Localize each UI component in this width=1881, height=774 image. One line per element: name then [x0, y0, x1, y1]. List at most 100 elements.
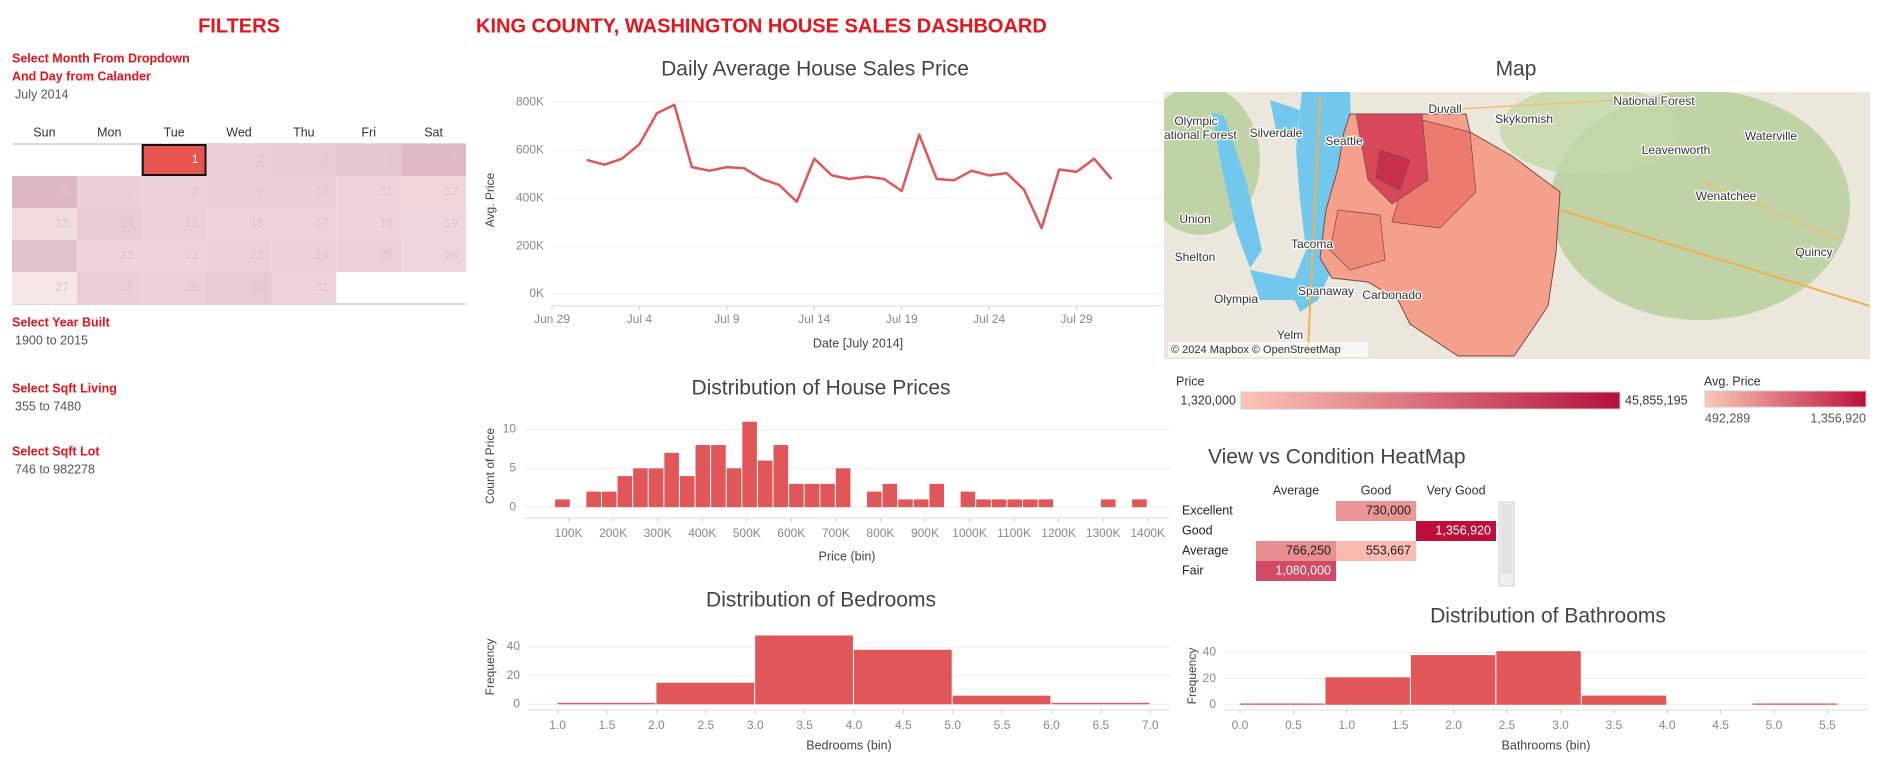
calendar-day[interactable] — [271, 176, 337, 208]
histogram-bar[interactable] — [617, 476, 633, 508]
x-tick-label: 1.5 — [599, 718, 616, 732]
zip-region[interactable] — [1375, 149, 1411, 191]
histogram-bar[interactable] — [679, 476, 695, 508]
calendar-day[interactable] — [336, 176, 402, 208]
weekday-label: Sun — [33, 125, 55, 139]
histogram-bar[interactable] — [557, 702, 656, 705]
histogram-bar[interactable] — [586, 491, 601, 508]
histogram-bar[interactable] — [1325, 677, 1410, 705]
histogram-bar[interactable] — [898, 499, 913, 508]
calendar-day[interactable] — [271, 208, 337, 240]
calendar-day[interactable] — [206, 144, 272, 176]
histogram-bar[interactable] — [882, 483, 898, 508]
histogram-bar[interactable] — [804, 483, 820, 508]
histogram-bar[interactable] — [664, 452, 679, 508]
calendar-day[interactable] — [76, 240, 142, 272]
histogram-bar[interactable] — [757, 460, 773, 508]
histogram-bar[interactable] — [1051, 702, 1150, 705]
x-tick-label: 100K — [555, 526, 583, 540]
histogram-bar[interactable] — [755, 635, 853, 705]
histogram-bar[interactable] — [1132, 499, 1147, 508]
calendar-day[interactable] — [141, 272, 207, 304]
histogram-bar[interactable] — [1100, 499, 1116, 508]
calendar-day[interactable] — [141, 144, 207, 176]
calendar-day[interactable] — [401, 144, 466, 176]
heatmap-cell[interactable] — [1256, 561, 1336, 581]
calendar-day[interactable] — [401, 208, 466, 240]
histogram-bar[interactable] — [952, 695, 1051, 705]
histogram-bar[interactable] — [555, 499, 570, 508]
y-tick-label: 20 — [1203, 671, 1217, 685]
histogram-bar[interactable] — [1038, 499, 1054, 508]
calendar-day[interactable] — [206, 176, 272, 208]
heatmap-row-label: Average — [1182, 543, 1228, 557]
filter-value[interactable]: 746 to 982278 — [15, 462, 95, 476]
histogram-bar[interactable] — [773, 445, 789, 508]
histogram-bar[interactable] — [726, 468, 742, 508]
histogram-bar[interactable] — [976, 499, 991, 508]
heatmap-cell[interactable] — [1416, 521, 1496, 541]
calendar-day[interactable] — [206, 208, 272, 240]
calendar-day[interactable] — [336, 144, 402, 176]
histogram-bar[interactable] — [991, 499, 1007, 508]
histogram-bar[interactable] — [633, 468, 648, 508]
filter-value[interactable]: July 2014 — [15, 87, 69, 101]
histogram-bar[interactable] — [913, 499, 929, 508]
calendar-day[interactable] — [141, 240, 207, 272]
histogram-bar[interactable] — [853, 649, 952, 705]
histogram-bar[interactable] — [1581, 695, 1667, 705]
calendar-day[interactable] — [12, 208, 77, 240]
calendar-day[interactable] — [76, 272, 142, 304]
heatmap-cell[interactable] — [1256, 541, 1336, 561]
calendar-day[interactable] — [206, 272, 272, 304]
calendar-day[interactable] — [206, 240, 272, 272]
calendar-day[interactable] — [271, 240, 337, 272]
filter-value[interactable]: 355 to 7480 — [15, 399, 81, 413]
calendar-day[interactable] — [76, 208, 142, 240]
calendar-day-number: 31 — [315, 280, 329, 294]
calendar-day[interactable] — [141, 208, 207, 240]
calendar-day[interactable] — [12, 240, 77, 272]
x-tick-label: 6.5 — [1093, 718, 1110, 732]
chart-title: Daily Average House Sales Price — [661, 58, 969, 81]
zip-region[interactable] — [1329, 209, 1386, 271]
calendar-day[interactable] — [12, 176, 77, 208]
histogram-bar[interactable] — [601, 491, 617, 508]
calendar-day-number: 26 — [445, 248, 459, 262]
histogram-bar[interactable] — [1007, 499, 1022, 508]
heatmap-cell[interactable] — [1336, 541, 1416, 561]
histogram-bar[interactable] — [960, 491, 976, 508]
histogram-bar[interactable] — [695, 445, 711, 508]
calendar-day[interactable] — [271, 272, 337, 304]
zip-region[interactable] — [1391, 119, 1477, 229]
histogram-bar[interactable] — [742, 421, 757, 508]
calendar-day[interactable] — [141, 176, 207, 208]
histogram-bar[interactable] — [711, 445, 726, 508]
map-place-label: Seattle — [1325, 134, 1363, 148]
histogram-bar[interactable] — [1410, 655, 1496, 705]
heatmap-cell[interactable] — [1336, 501, 1416, 521]
calendar-day[interactable] — [336, 208, 402, 240]
calendar-day[interactable] — [401, 176, 466, 208]
calendar-day[interactable] — [401, 240, 466, 272]
histogram-bar[interactable] — [648, 468, 664, 508]
histogram-bar[interactable] — [835, 468, 851, 508]
filter-value[interactable]: 1900 to 2015 — [15, 333, 88, 347]
histogram-bar[interactable] — [1240, 703, 1325, 705]
calendar-day-number: 21 — [120, 248, 134, 262]
histogram-bar[interactable] — [820, 483, 835, 508]
histogram-bar[interactable] — [1752, 703, 1838, 705]
calendar-day[interactable] — [12, 272, 77, 304]
histogram-bar[interactable] — [789, 483, 804, 508]
histogram-bar[interactable] — [656, 682, 755, 705]
histogram-bar[interactable] — [1496, 651, 1581, 705]
calendar-day[interactable] — [76, 176, 142, 208]
calendar-day[interactable] — [336, 240, 402, 272]
histogram-bar[interactable] — [1022, 499, 1038, 508]
histogram-bar[interactable] — [929, 483, 945, 508]
scrollbar-thumb[interactable] — [1501, 504, 1512, 574]
histogram-bar[interactable] — [867, 491, 882, 508]
calendar-day-number: 9 — [257, 184, 264, 198]
calendar-day[interactable] — [271, 144, 337, 176]
